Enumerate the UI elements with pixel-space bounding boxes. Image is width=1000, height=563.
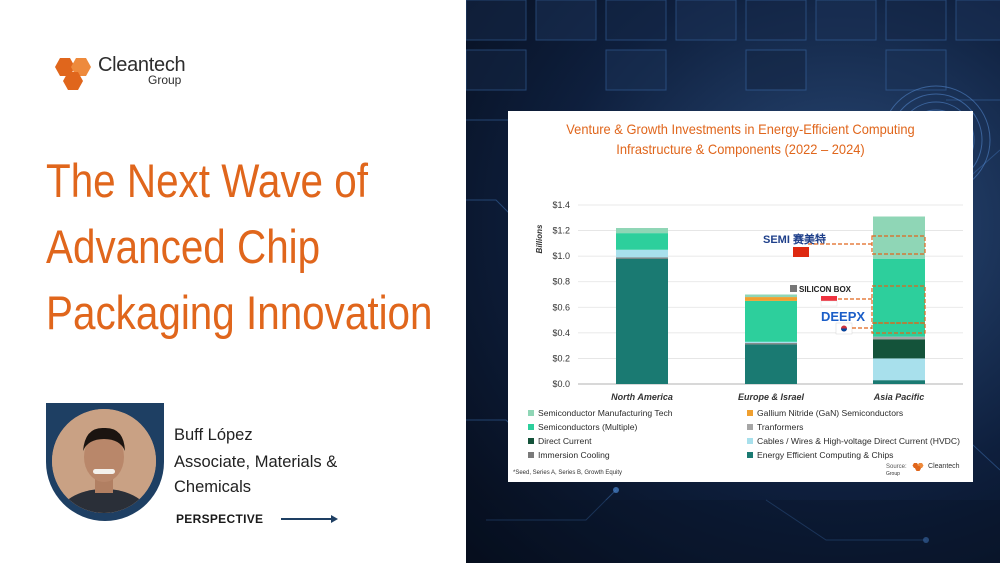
korea-flag-icon <box>835 322 853 335</box>
y-tick-label: $1.0 <box>552 251 570 261</box>
x-tick-label: Asia Pacific <box>873 392 925 402</box>
legend-label: Semiconductors (Multiple) <box>538 422 638 432</box>
page-title: The Next Wave of Advanced Chip Packaging… <box>46 148 433 346</box>
arrow-right-icon[interactable] <box>281 512 339 526</box>
author-role: Associate, Materials & Chemicals <box>174 453 338 496</box>
logo-wordmark: Cleantech <box>98 54 186 76</box>
legend-item: Semiconductors (Multiple) <box>528 422 637 432</box>
title-line-2: Advanced Chip <box>46 220 321 273</box>
chart-title-line-1: Venture & Growth Investments in Energy-E… <box>566 121 915 137</box>
bar-segment <box>616 258 668 384</box>
title-line-3: Packaging Innovation <box>46 286 433 339</box>
legend-item: Direct Current <box>528 436 591 446</box>
legend-item: Energy Efficient Computing & Chips <box>747 450 893 460</box>
bar-segment <box>873 216 925 259</box>
chart-title-line-2: Infrastructure & Components (2022 – 2024… <box>616 141 865 157</box>
legend-swatch <box>747 423 753 430</box>
bar-segment <box>745 294 797 298</box>
legend-item: Tranformers <box>747 422 803 432</box>
source-label: Source: <box>886 464 907 471</box>
annotation-deepx: DEEPX <box>821 309 865 324</box>
title-line-1: The Next Wave of <box>46 154 368 207</box>
chart-source: Source: Cleantech Group <box>886 462 973 477</box>
source-brand-sub: Group <box>886 471 900 477</box>
bar-segment <box>745 300 797 342</box>
chart-title: Venture & Growth Investments in Energy-E… <box>527 119 955 159</box>
y-tick-label: $1.4 <box>552 200 570 210</box>
logo-subtext: Group <box>148 73 182 87</box>
perspective-label[interactable]: PERSPECTIVE <box>176 512 264 526</box>
bar-segment <box>745 343 797 345</box>
bar-segment <box>873 258 925 337</box>
bar-segment <box>873 380 925 384</box>
legend-item: Gallium Nitride (GaN) Semiconductors <box>747 408 903 418</box>
legend-item: Cables / Wires & High-voltage Direct Cur… <box>747 436 960 446</box>
bar-segment <box>745 297 797 301</box>
bar-segment <box>616 233 668 250</box>
legend-swatch <box>747 437 753 444</box>
highlight-box-semi <box>871 235 926 255</box>
annotation-silicon-box: SILICON BOX <box>799 285 852 294</box>
bar-segment <box>616 257 668 259</box>
y-tick-label: $1.2 <box>552 226 570 236</box>
y-tick-label: $0.2 <box>552 353 570 363</box>
bar-segment <box>616 249 668 258</box>
chart-footnote: *Seed, Series A, Series B, Growth Equity <box>513 470 623 476</box>
stacked-bar-chart: $0.0 $0.2 $0.4 $0.6 $0.8 $1.0 $1.2 $1.4 North Am… <box>535 200 963 402</box>
bar-segment <box>873 336 925 340</box>
singapore-flag-icon <box>820 296 838 307</box>
y-tick-label: $0.4 <box>552 328 570 338</box>
source-brand: Cleantech <box>928 463 960 471</box>
y-tick-label: $0.6 <box>552 302 570 312</box>
hexagon-2 <box>71 58 91 76</box>
legend-label: Tranformers <box>757 422 804 432</box>
chart-card: Venture & Growth Investments in Energy-E… <box>508 111 973 482</box>
china-flag-icon <box>793 247 809 257</box>
legend-label: Direct Current <box>538 436 592 446</box>
bar-segment <box>745 344 797 384</box>
hexagon-3 <box>63 72 83 90</box>
legend-swatch <box>528 423 534 430</box>
legend-item: Immersion Cooling <box>528 450 610 460</box>
legend-label: Energy Efficient Computing & Chips <box>757 450 894 460</box>
legend-swatch <box>528 437 534 444</box>
person-photo-icon <box>52 409 156 513</box>
legend-swatch <box>528 409 534 416</box>
hexagon-1 <box>55 58 75 76</box>
legend-swatch <box>747 451 753 458</box>
cleantech-logo-icon[interactable] <box>48 52 208 96</box>
bar-segment <box>873 358 925 381</box>
x-tick-label: Europe & Israel <box>738 392 805 402</box>
legend-label: Immersion Cooling <box>538 450 610 460</box>
silicon-box-logo-icon <box>790 285 797 292</box>
legend-swatch <box>528 451 534 458</box>
source-logo-icon <box>912 463 924 471</box>
legend-label: Semiconductor Manufacturing Tech <box>538 408 673 418</box>
legend-swatch <box>747 409 753 416</box>
x-tick-label: North America <box>611 392 673 402</box>
bar-segment <box>745 341 797 344</box>
annotation-semi: SEMI 赛美特 <box>763 232 826 246</box>
y-axis-label: Billions <box>535 224 544 253</box>
legend-label: Cables / Wires & High-voltage Direct Cur… <box>757 436 960 446</box>
bar-segment <box>873 339 925 359</box>
left-panel: Cleantech Group The Next Wave of Advance… <box>0 0 466 563</box>
avatar <box>52 409 156 513</box>
legend-item: Semiconductor Manufacturing Tech <box>528 408 673 418</box>
y-tick-label: $0.8 <box>552 277 570 287</box>
bar-segment <box>616 228 668 234</box>
author-name: Buff López <box>174 426 253 444</box>
legend-label: Gallium Nitride (GaN) Semiconductors <box>757 408 904 418</box>
y-tick-label: $0.0 <box>552 379 570 389</box>
